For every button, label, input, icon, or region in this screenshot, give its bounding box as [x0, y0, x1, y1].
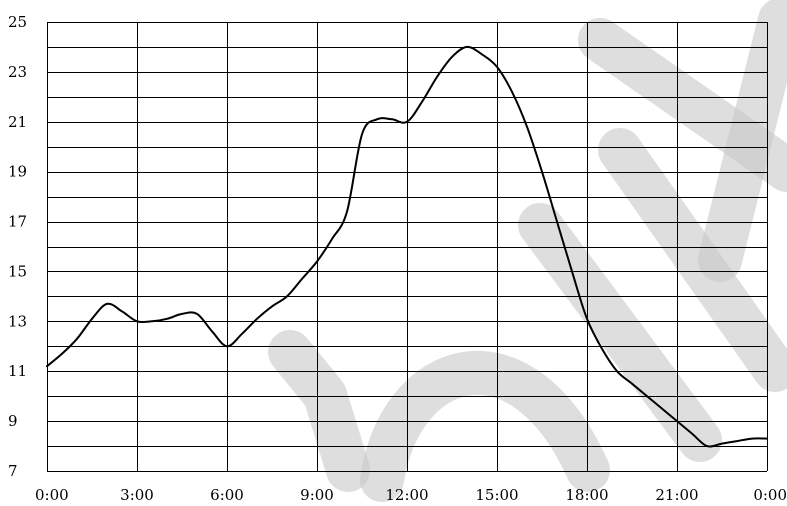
x-tick-label: 15:00 [475, 486, 518, 504]
watermark-stroke-3 [518, 203, 722, 462]
y-tick-label: 11 [8, 362, 27, 380]
y-tick-label: 21 [8, 113, 27, 131]
watermark [268, 0, 787, 502]
y-tick-label: 13 [8, 312, 27, 330]
y-tick-label: 17 [8, 213, 27, 231]
y-tick-label: 19 [8, 163, 27, 181]
y-tick-label: 15 [8, 262, 27, 280]
x-tick-label: 9:00 [300, 486, 334, 504]
y-tick-label: 9 [8, 412, 18, 430]
watermark-stroke-1 [268, 330, 370, 492]
vertical-gridlines [47, 22, 768, 471]
x-tick-label: 0:00 [753, 486, 787, 504]
x-tick-label: 12:00 [385, 486, 428, 504]
y-tick-label: 7 [8, 462, 18, 480]
y-tick-label: 23 [8, 63, 27, 81]
watermark-stroke-6 [698, 0, 787, 282]
temperature-series-line [46, 45, 768, 448]
y-tick-label: 25 [8, 13, 27, 31]
y-axis-tick-labels: 7 9 11 13 15 17 19 21 23 25 [8, 13, 27, 480]
x-tick-label: 6:00 [210, 486, 244, 504]
x-tick-label: 21:00 [655, 486, 698, 504]
watermark-stroke-2 [360, 351, 610, 502]
x-axis-tick-labels: 0:00 3:00 6:00 9:00 12:00 15:00 18:00 21:00 0:00 [35, 486, 787, 504]
x-tick-label: 3:00 [120, 486, 154, 504]
watermark-stroke-4 [598, 128, 787, 392]
x-tick-label: 0:00 [35, 486, 69, 504]
x-tick-label: 18:00 [565, 486, 608, 504]
